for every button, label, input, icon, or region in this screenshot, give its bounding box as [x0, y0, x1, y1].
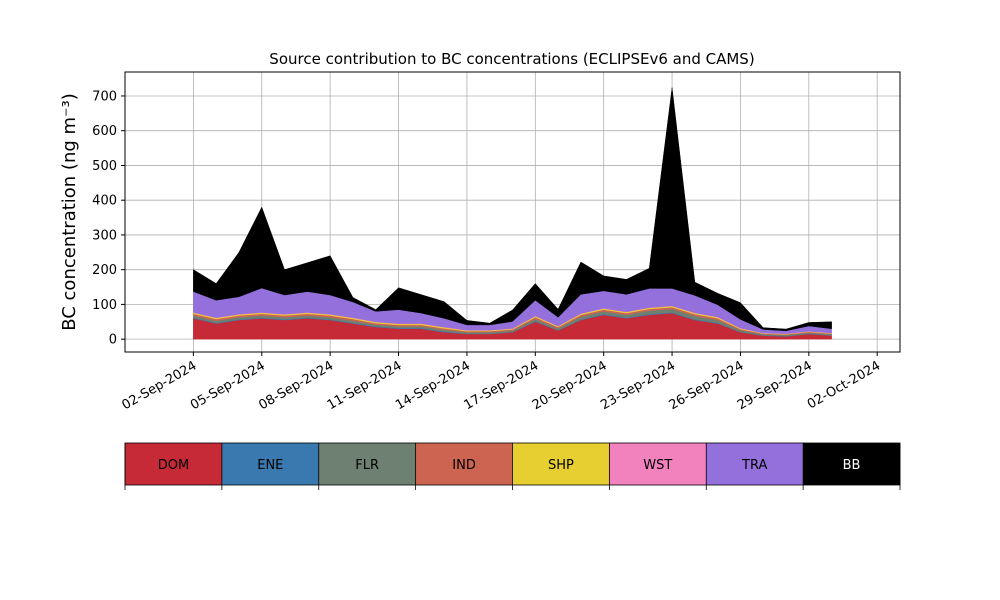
legend-label: WST	[643, 458, 672, 473]
x-tick-label: 17-Sep-2024	[461, 358, 541, 413]
legend-swatch	[803, 443, 900, 485]
legend-swatch	[318, 443, 416, 485]
x-tick-label: 02-Oct-2024	[805, 358, 883, 412]
legend-swatch	[609, 443, 707, 485]
y-tick-label: 700	[92, 89, 117, 104]
x-tick-label: 29-Sep-2024	[735, 358, 815, 413]
x-tick-label: 02-Sep-2024	[120, 358, 200, 413]
x-tick-label: 11-Sep-2024	[325, 358, 405, 413]
legend-label: ENE	[257, 458, 283, 473]
y-tick-label: 500	[92, 159, 117, 174]
x-tick-label: 08-Sep-2024	[256, 358, 336, 413]
y-tick-label: 0	[109, 333, 117, 348]
y-tick-label: 300	[92, 228, 117, 243]
y-tick-label: 600	[92, 124, 117, 139]
legend-swatch	[706, 443, 804, 485]
y-tick-label: 400	[92, 194, 117, 209]
y-axis-label: BC concentration (ng m⁻³)	[59, 93, 80, 331]
area	[193, 87, 832, 332]
legend-swatch	[512, 443, 610, 485]
y-tick-label: 200	[92, 263, 117, 278]
legend-label: SHP	[548, 458, 574, 473]
y-tick-label: 100	[92, 298, 117, 313]
x-tick-label: 23-Sep-2024	[598, 358, 678, 413]
legend-swatch	[125, 443, 222, 485]
legend-swatch	[221, 443, 319, 485]
legend-label: FLR	[355, 458, 379, 473]
legend-label: TRA	[741, 458, 767, 473]
x-tick-label: 20-Sep-2024	[530, 358, 610, 413]
legend-label: IND	[452, 458, 476, 473]
legend-frame	[124, 442, 901, 486]
plot-frame	[124, 71, 901, 353]
x-tick-label: 14-Sep-2024	[393, 358, 473, 413]
legend-label: BB	[843, 458, 861, 473]
legend-swatch	[415, 443, 513, 485]
legend-label: DOM	[158, 458, 189, 473]
x-tick-label: 26-Sep-2024	[667, 358, 747, 413]
chart-title: Source contribution to BC concentrations…	[269, 50, 754, 68]
x-tick-label: 05-Sep-2024	[188, 358, 268, 413]
